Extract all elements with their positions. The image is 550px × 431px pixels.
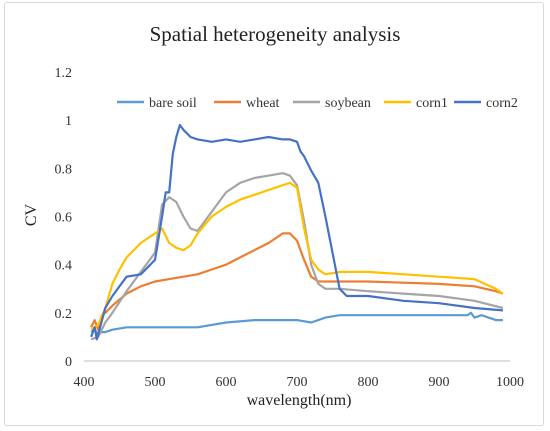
legend-label-corn1: corn1 (416, 96, 448, 111)
y-tick-label: 0.2 (55, 307, 73, 322)
legend-label-soybean: soybean (325, 96, 371, 111)
x-tick-label: 1000 (496, 375, 524, 390)
legend-label-corn2: corn2 (486, 96, 518, 111)
series-line-wheat (90, 232, 504, 331)
y-tick-label: 0.6 (55, 211, 73, 226)
x-axis-label: wavelength(nm) (247, 392, 352, 409)
y-tick-label: 1.2 (55, 66, 73, 81)
x-tick-label: 600 (216, 375, 237, 390)
y-tick-label: 0.4 (55, 259, 73, 274)
x-tick-label: 400 (74, 375, 95, 390)
y-tick-label: 0.8 (55, 162, 73, 177)
series-line-bare-soil (90, 311, 503, 336)
legend: bare soil wheat soybean corn1 corn2 (117, 96, 518, 111)
chart-title: Spatial heterogeneity analysis (150, 22, 401, 46)
legend-label-bare-soil: bare soil (149, 96, 197, 111)
y-tick-label: 1 (65, 114, 72, 129)
y-tick-label: 0 (65, 355, 72, 370)
series-line-soybean (90, 172, 504, 341)
x-tick-label: 700 (287, 375, 308, 390)
series-line-corn1 (90, 181, 504, 331)
legend-label-wheat: wheat (246, 96, 280, 111)
chart-frame (4, 2, 544, 426)
x-tick-label: 900 (429, 375, 450, 390)
series-line-corn2 (90, 123, 503, 341)
x-tick-label: 500 (145, 375, 166, 390)
x-tick-label: 800 (358, 375, 379, 390)
axes: 400 500 600 700 800 900 1000 0 0.2 0.4 0.6 0.8 1 1.2 (55, 66, 525, 390)
y-axis-label: CV (23, 203, 40, 226)
series-lines (90, 123, 504, 341)
